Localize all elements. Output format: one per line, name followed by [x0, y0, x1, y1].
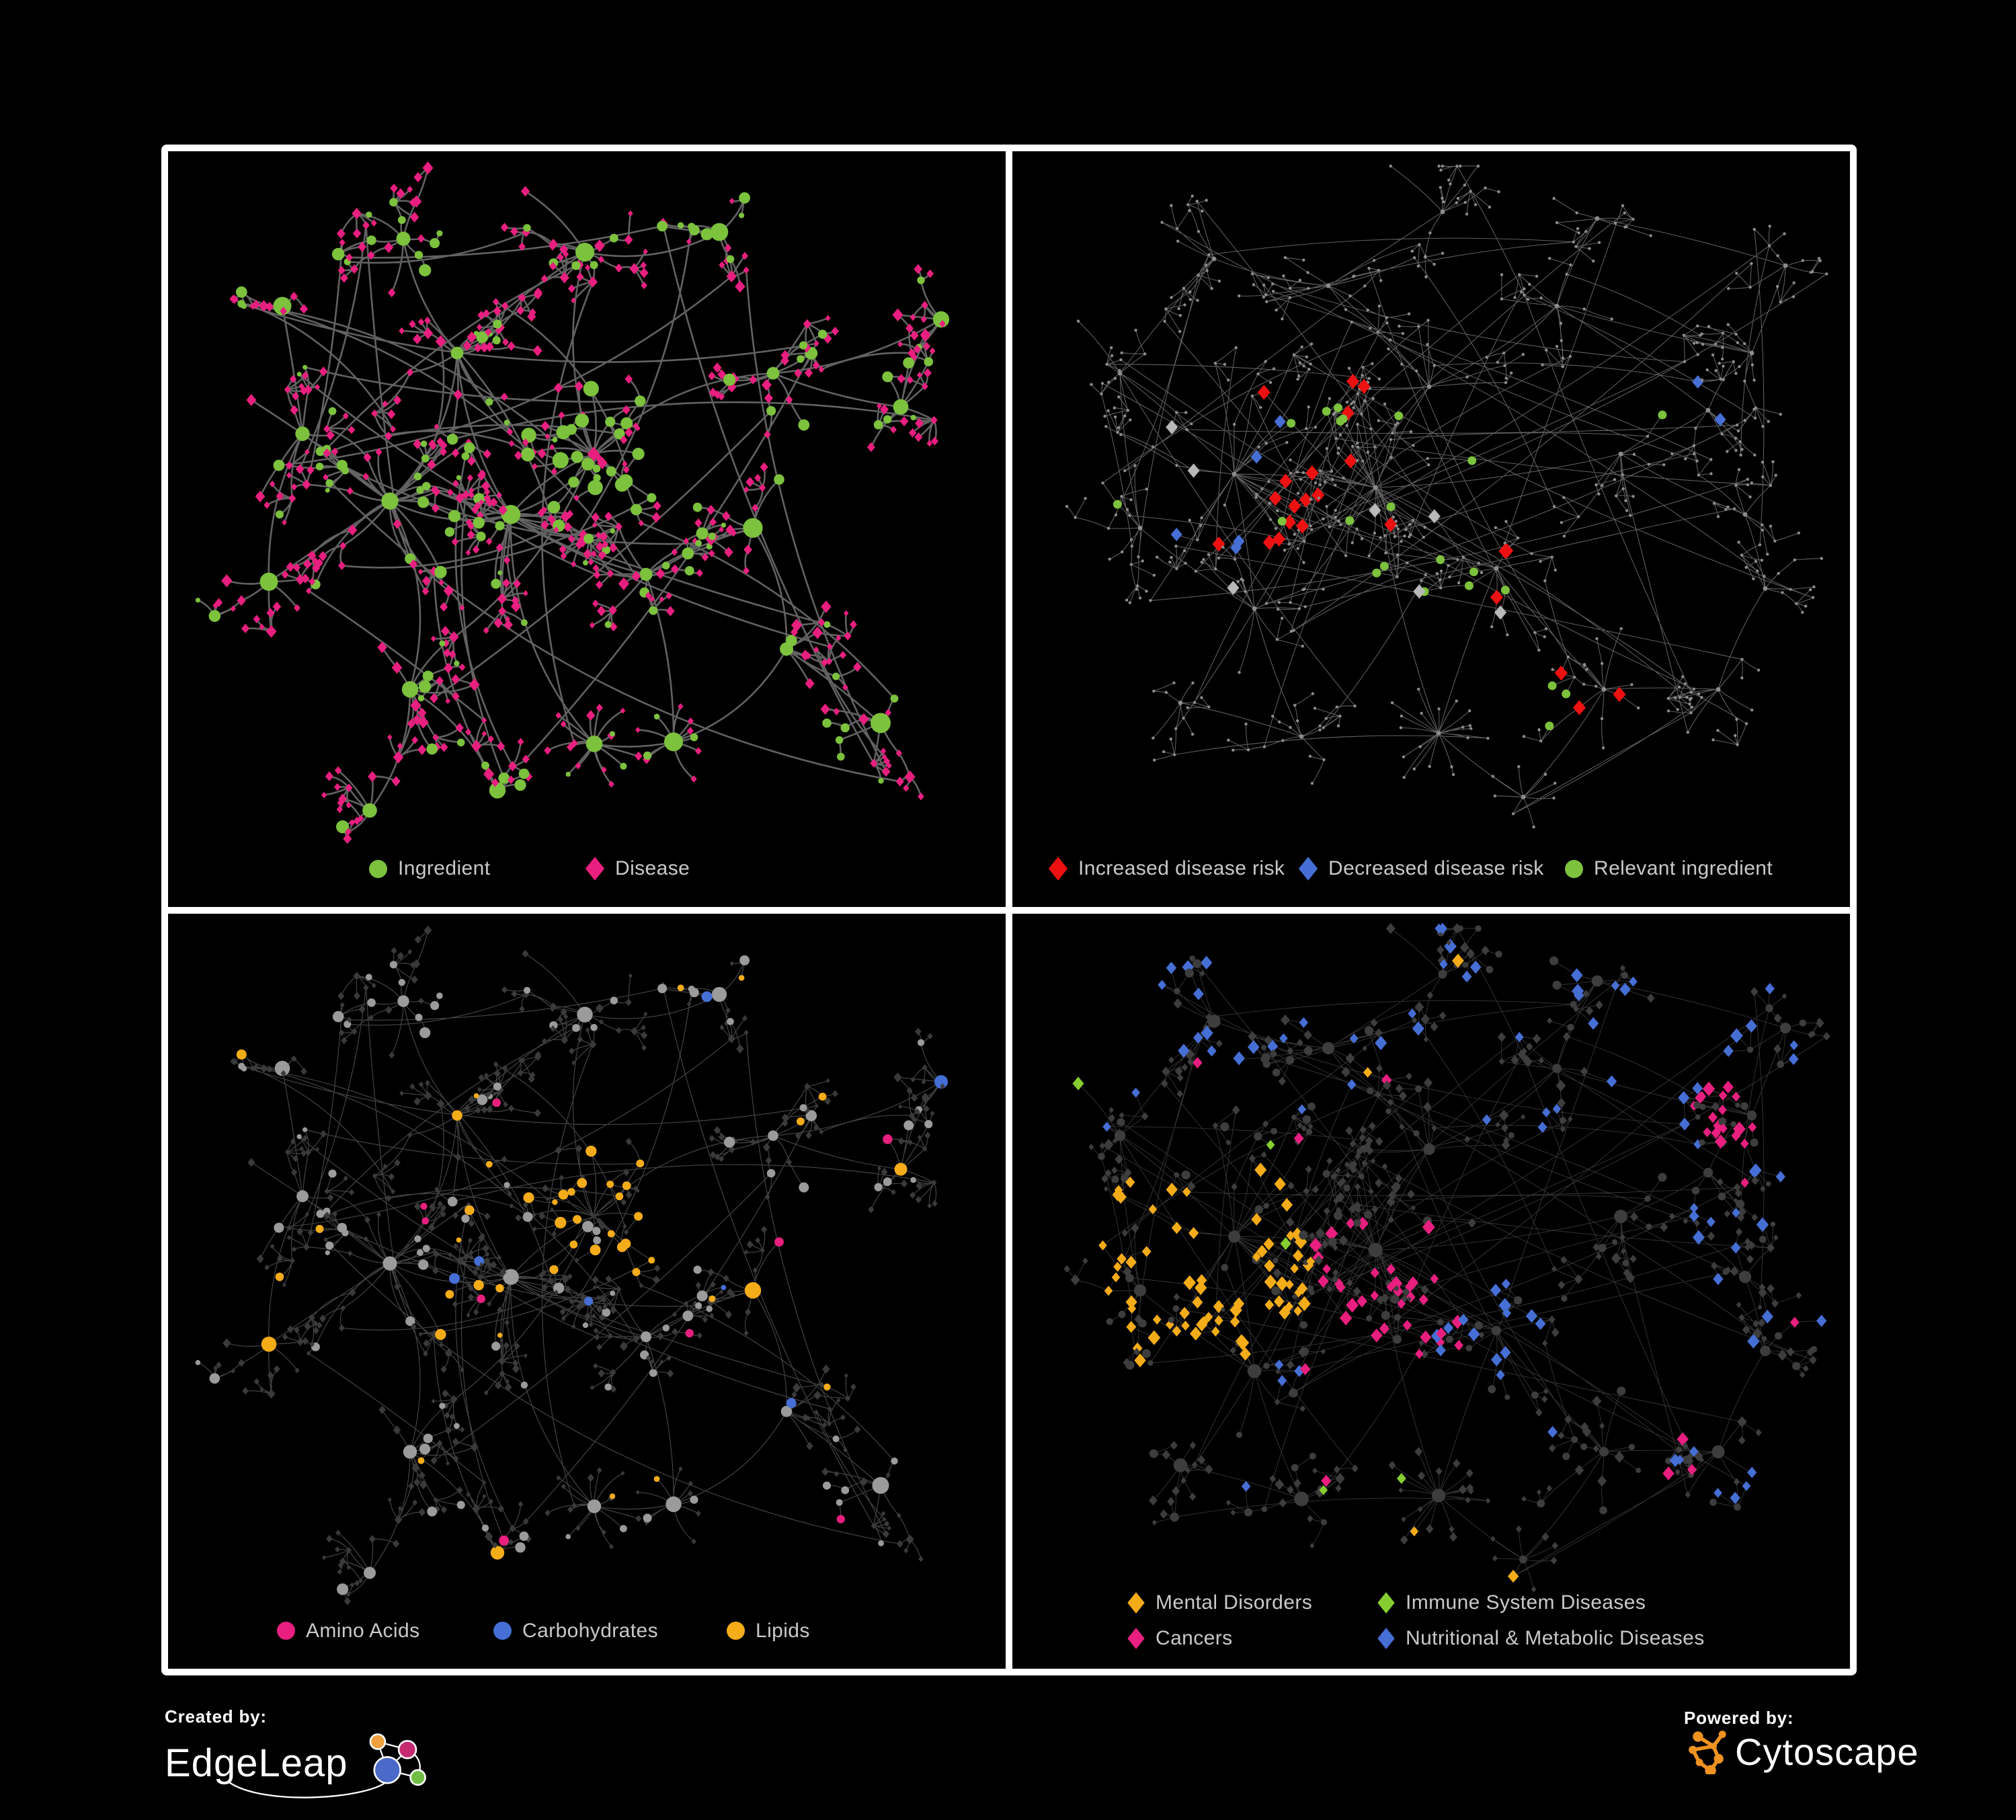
cytoscape-logo	[1689, 1731, 1726, 1774]
powered-by-block: Powered by: Cytoscape	[1684, 1708, 1919, 1774]
panel-nutrient-classes: Amino Acids Carbohydrates Lipids	[168, 913, 1006, 1669]
network-canvas-ingredient-disease	[195, 161, 950, 844]
panel-ingredient-disease: Ingredient Disease	[168, 151, 1006, 907]
logo-node-orange	[370, 1733, 387, 1750]
edgeleap-logo	[227, 1733, 427, 1798]
created-by-block: Created by: EdgeLeap	[165, 1706, 432, 1798]
network-canvas-disease-categories	[1063, 922, 1830, 1592]
logo-node-blue	[373, 1755, 402, 1784]
edgeleap-brand-text: EdgeLeap	[165, 1741, 348, 1785]
panel-disease-categories: Mental Disorders Immune System Diseases …	[1012, 913, 1850, 1669]
cytoscape-brand-text: Cytoscape	[1735, 1731, 1919, 1773]
figure-panel-grid: Ingredient Disease Increased disease ris…	[161, 145, 1857, 1675]
network-canvas-nutrient-classes	[195, 925, 948, 1605]
logo-node-green	[409, 1769, 427, 1786]
panel-disease-risk: Increased disease risk Decreased disease…	[1012, 151, 1850, 907]
created-by-label: Created by:	[165, 1706, 267, 1727]
logo-node-magenta	[398, 1739, 417, 1759]
powered-by-label: Powered by:	[1684, 1708, 1794, 1728]
network-canvas-disease-risk	[1065, 164, 1828, 829]
